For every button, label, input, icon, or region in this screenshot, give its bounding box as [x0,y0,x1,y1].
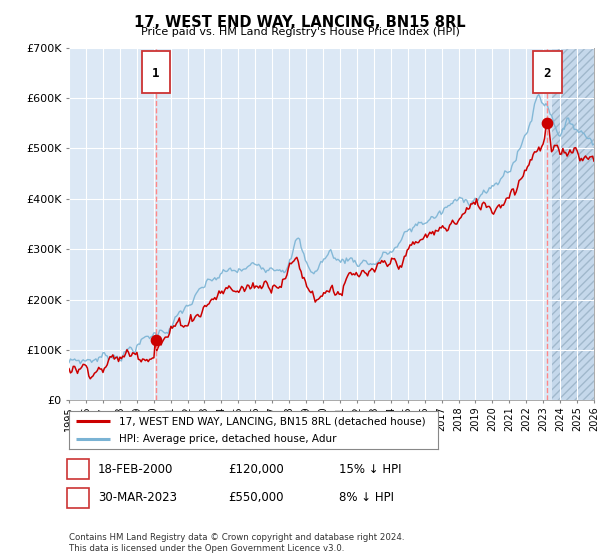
Text: Price paid vs. HM Land Registry's House Price Index (HPI): Price paid vs. HM Land Registry's House … [140,27,460,37]
Point [151,335,161,344]
Text: £550,000: £550,000 [228,491,284,505]
Text: 1: 1 [74,463,82,476]
Point [542,119,552,128]
Bar [551,48,594,400]
Text: 8% ↓ HPI: 8% ↓ HPI [339,491,394,505]
Text: HPI: Average price, detached house, Adur: HPI: Average price, detached house, Adur [119,434,337,444]
Text: 30-MAR-2023: 30-MAR-2023 [98,491,177,505]
Text: Contains HM Land Registry data © Crown copyright and database right 2024.
This d: Contains HM Land Registry data © Crown c… [69,533,404,553]
Text: 17, WEST END WAY, LANCING, BN15 8RL: 17, WEST END WAY, LANCING, BN15 8RL [134,15,466,30]
Text: 1: 1 [152,67,160,80]
Text: 17, WEST END WAY, LANCING, BN15 8RL (detached house): 17, WEST END WAY, LANCING, BN15 8RL (det… [119,416,425,426]
Text: £120,000: £120,000 [228,463,284,476]
Text: 15% ↓ HPI: 15% ↓ HPI [339,463,401,476]
Text: 2: 2 [544,67,551,80]
FancyBboxPatch shape [533,51,562,94]
FancyBboxPatch shape [142,51,170,94]
Text: 2: 2 [74,491,82,505]
Text: 18-FEB-2000: 18-FEB-2000 [98,463,173,476]
